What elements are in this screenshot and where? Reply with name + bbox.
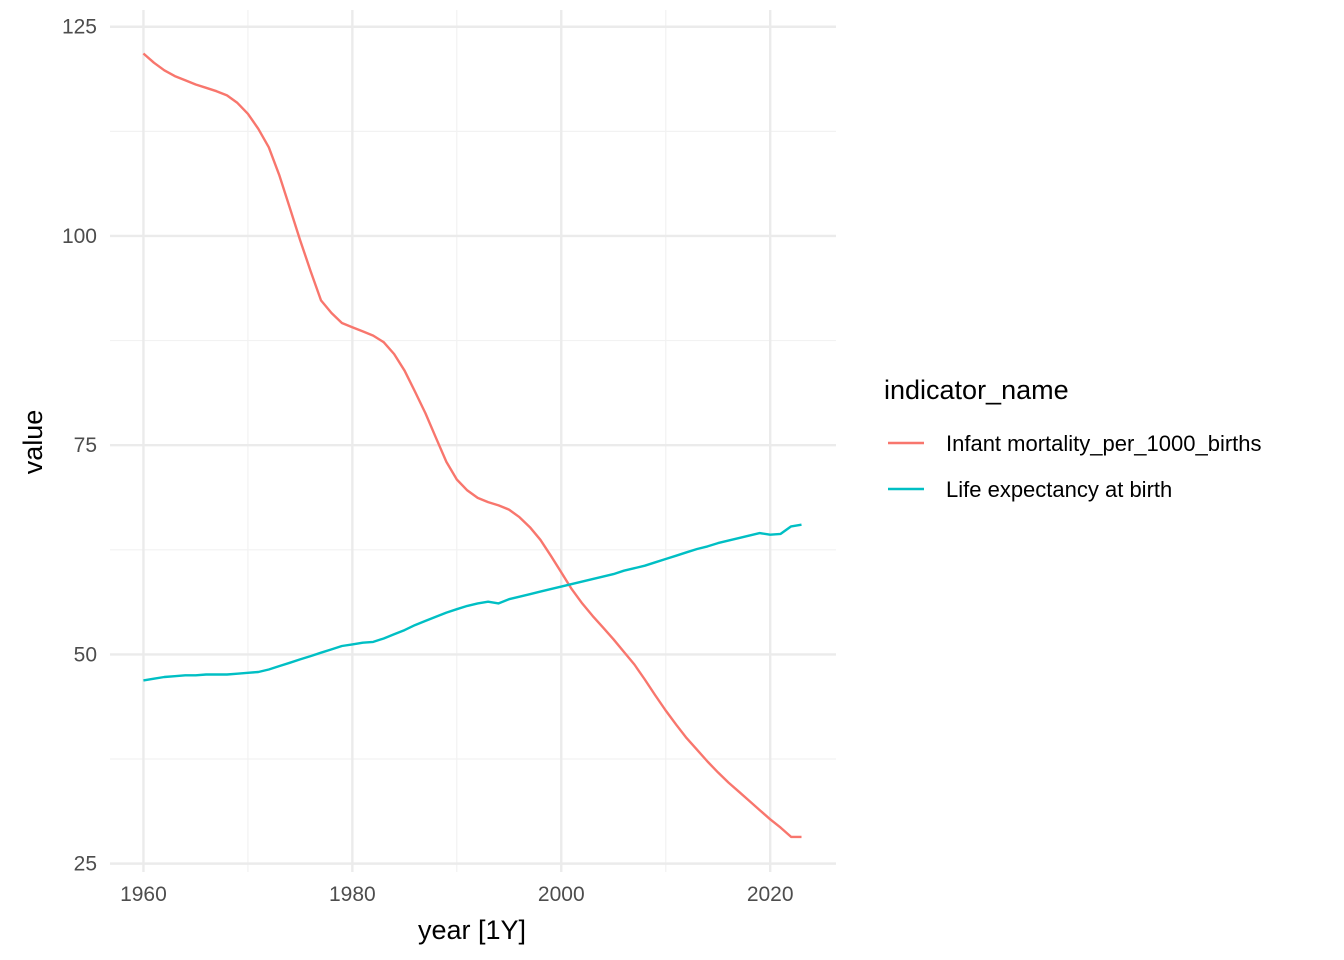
x-tick-label: 2020: [747, 883, 794, 906]
y-axis-title: value: [18, 410, 48, 475]
series-line-2: [143, 523, 802, 682]
series-line-1: [142, 52, 802, 839]
y-tick-label: 50: [74, 643, 97, 666]
legend-items: Infant mortality_per_1000_births Life exp…: [888, 431, 1262, 502]
legend-title: indicator_name: [884, 375, 1069, 405]
y-tick-label: 75: [74, 434, 97, 457]
legend-label: Infant mortality_per_1000_births: [946, 431, 1262, 456]
legend: indicator_name Infant mortality_per_1000…: [884, 375, 1262, 502]
minor-gridlines: [110, 10, 836, 872]
y-tick-label: 25: [74, 853, 97, 876]
series-lines: [142, 52, 802, 839]
y-tick-label: 100: [62, 225, 97, 248]
x-axis-tick-labels: 1960 1980 2000 2020: [120, 883, 793, 906]
x-axis-title: year [1Y]: [418, 915, 526, 945]
major-gridlines: [110, 10, 836, 872]
legend-label: Life expectancy at birth: [946, 477, 1172, 502]
y-axis-tick-labels: 25 50 75 100 125: [62, 16, 97, 876]
legend-item: Life expectancy at birth: [888, 477, 1172, 502]
y-tick-label: 125: [62, 16, 97, 39]
x-tick-label: 1980: [329, 883, 376, 906]
x-tick-label: 1960: [120, 883, 167, 906]
x-tick-label: 2000: [538, 883, 585, 906]
legend-item: Infant mortality_per_1000_births: [888, 431, 1262, 456]
